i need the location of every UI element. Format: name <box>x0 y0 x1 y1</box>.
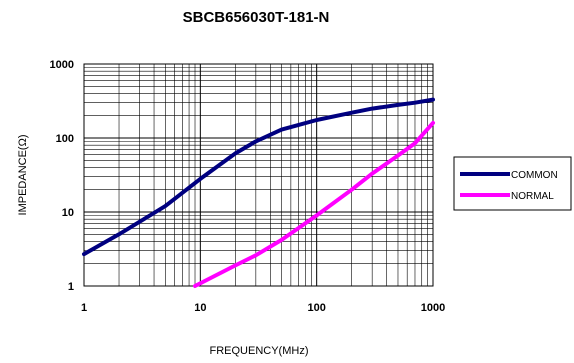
x-tick-labels: 1 10 100 1000 <box>81 302 445 314</box>
y-axis-label: IMPEDANCE(Ω) <box>17 135 29 216</box>
y-tick-label: 1 <box>68 281 74 293</box>
series-line-common <box>82 97 435 257</box>
legend-label-normal: NORMAL <box>511 191 554 202</box>
x-tick-label: 10 <box>194 302 206 314</box>
legend: COMMON NORMAL <box>453 156 572 211</box>
x-axis-label: FREQUENCY(MHz) <box>210 345 309 357</box>
x-tick-label: 1000 <box>421 302 445 314</box>
x-tick-label: 1 <box>81 302 87 314</box>
y-tick-label: 100 <box>56 133 74 145</box>
plot-area-border <box>83 63 434 287</box>
x-tick-label: 100 <box>307 302 325 314</box>
chart-title: SBCB656030T-181-N <box>183 9 330 26</box>
y-tick-label: 1000 <box>50 59 74 71</box>
legend-label-common: COMMON <box>511 170 558 181</box>
y-tick-label: 10 <box>62 207 74 219</box>
series-lines <box>82 97 435 288</box>
series-line-normal <box>193 120 435 288</box>
y-tick-labels: 1 10 100 1000 <box>50 59 74 293</box>
legend-box <box>453 156 572 211</box>
grid-lines <box>83 64 433 287</box>
